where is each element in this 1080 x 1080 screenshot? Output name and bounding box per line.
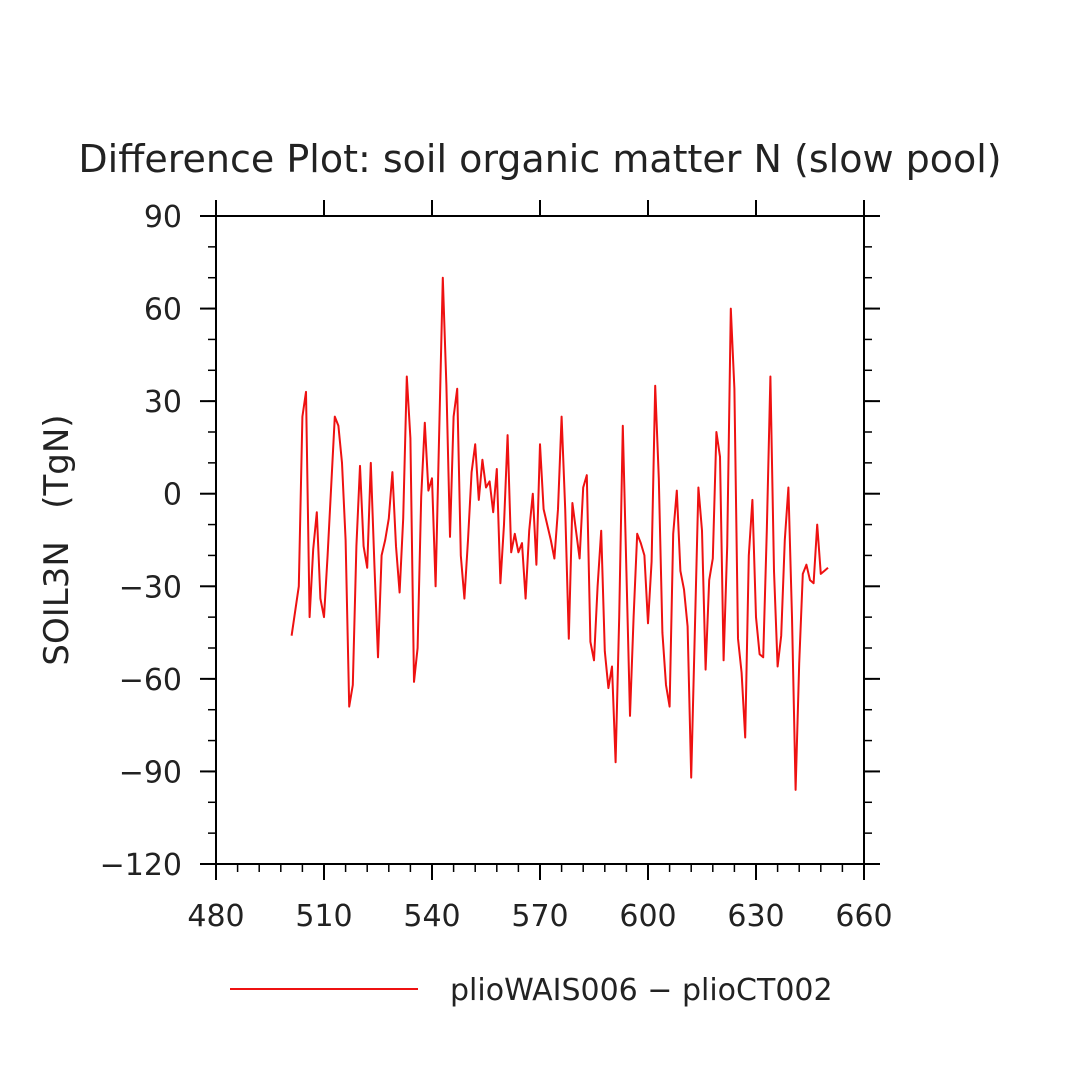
legend: plioWAIS006 − plioCT002 — [230, 973, 833, 1008]
y-axis: 90 60 30 0 −30 −60 −90 −120 — [100, 200, 880, 883]
x-tick-label: 510 — [295, 899, 352, 934]
y-tick-label: 60 — [144, 293, 182, 328]
x-tick-label: 480 — [187, 899, 244, 934]
y-tick-label: −120 — [100, 848, 182, 883]
y-tick-label: −90 — [119, 755, 182, 790]
y-tick-label: 90 — [144, 200, 182, 235]
y-axis-label: SOIL3N (TgN) — [37, 414, 77, 665]
y-tick-label: −60 — [119, 663, 182, 698]
series-line — [290, 276, 829, 791]
x-axis: 480 510 540 570 600 630 660 — [187, 200, 893, 934]
series-layer — [290, 276, 829, 791]
x-tick-label: 660 — [835, 899, 892, 934]
x-tick-label: 600 — [619, 899, 676, 934]
y-tick-label: 0 — [163, 478, 182, 513]
x-tick-label: 540 — [403, 899, 460, 934]
chart-title: Difference Plot: soil organic matter N (… — [78, 137, 1001, 181]
y-tick-label: −30 — [119, 570, 182, 605]
x-tick-label: 630 — [727, 899, 784, 934]
x-tick-label: 570 — [511, 899, 568, 934]
y-tick-label: 30 — [144, 385, 182, 420]
legend-label: plioWAIS006 − plioCT002 — [450, 973, 833, 1008]
